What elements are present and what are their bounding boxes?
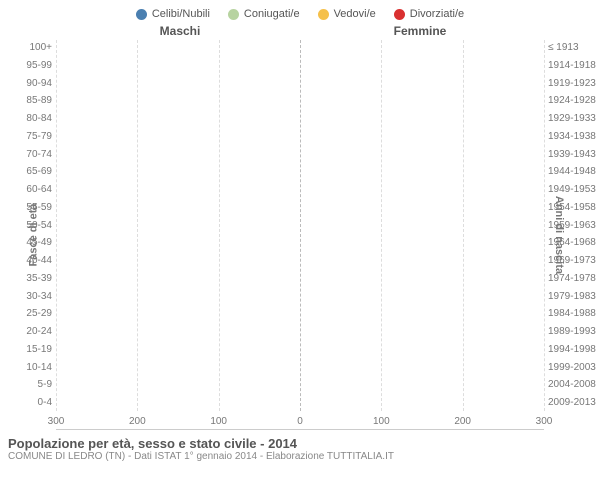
pyramid-row <box>56 358 544 376</box>
age-tick: 10-14 <box>0 362 56 373</box>
x-tick: 300 <box>48 416 65 427</box>
birth-tick: 1944-1948 <box>544 166 600 177</box>
pyramid-row <box>56 376 544 394</box>
legend-label: Celibi/Nubili <box>152 8 210 20</box>
legend-item: Celibi/Nubili <box>136 8 210 20</box>
plot: 3002001000100200300 <box>56 40 544 430</box>
age-tick: 90-94 <box>0 78 56 89</box>
pyramid-row <box>56 164 544 182</box>
footer-title: Popolazione per età, sesso e stato civil… <box>8 436 592 451</box>
birth-tick: 1924-1928 <box>544 95 600 106</box>
age-tick: 30-34 <box>0 291 56 302</box>
age-tick: 25-29 <box>0 308 56 319</box>
x-tick: 0 <box>297 416 303 427</box>
chart-area: Fasce di età Anni di nascita 100+ 95-99 90… <box>0 40 600 430</box>
birth-tick: 1919-1923 <box>544 78 600 89</box>
x-tick: 200 <box>129 416 146 427</box>
legend-item: Coniugati/e <box>228 8 300 20</box>
pyramid-row <box>56 287 544 305</box>
male-label: Maschi <box>60 24 300 38</box>
footer-subtitle: COMUNE DI LEDRO (TN) - Dati ISTAT 1° gen… <box>8 451 592 462</box>
pyramid-row <box>56 75 544 93</box>
age-tick: 5-9 <box>0 379 56 390</box>
pyramid-row <box>56 58 544 76</box>
legend-label: Vedovi/e <box>334 8 376 20</box>
age-tick: 20-24 <box>0 326 56 337</box>
x-tick: 100 <box>373 416 390 427</box>
x-tick: 100 <box>210 416 227 427</box>
pyramid-row <box>56 40 544 58</box>
x-tick: 300 <box>536 416 553 427</box>
age-tick: 15-19 <box>0 344 56 355</box>
x-tick: 200 <box>454 416 471 427</box>
birth-tick: 1934-1938 <box>544 131 600 142</box>
legend-item: Vedovi/e <box>318 8 376 20</box>
birth-tick: 1979-1983 <box>544 291 600 302</box>
pyramid-row <box>56 181 544 199</box>
birth-tick: 1949-1953 <box>544 184 600 195</box>
pyramid-row <box>56 305 544 323</box>
age-tick: 95-99 <box>0 60 56 71</box>
pyramid-row <box>56 340 544 358</box>
birth-tick: 1939-1943 <box>544 149 600 160</box>
legend-label: Divorziati/e <box>410 8 464 20</box>
age-tick: 75-79 <box>0 131 56 142</box>
legend-swatch <box>136 9 147 20</box>
legend-swatch <box>228 9 239 20</box>
age-tick: 100+ <box>0 42 56 53</box>
age-tick: 60-64 <box>0 184 56 195</box>
birth-tick: 1974-1978 <box>544 273 600 284</box>
y-right-title: Anni di nascita <box>553 196 565 274</box>
pyramid-row <box>56 393 544 411</box>
legend-swatch <box>318 9 329 20</box>
gender-labels: Maschi Femmine <box>0 24 600 40</box>
legend-item: Divorziati/e <box>394 8 464 20</box>
age-tick: 65-69 <box>0 166 56 177</box>
bars <box>56 40 544 411</box>
legend-swatch <box>394 9 405 20</box>
birth-tick: 1989-1993 <box>544 326 600 337</box>
legend: Celibi/Nubili Coniugati/e Vedovi/e Divorzia… <box>0 0 600 24</box>
pyramid-row <box>56 128 544 146</box>
birth-tick: 1929-1933 <box>544 113 600 124</box>
pyramid-row <box>56 234 544 252</box>
pyramid-row <box>56 199 544 217</box>
pyramid-row <box>56 146 544 164</box>
legend-label: Coniugati/e <box>244 8 300 20</box>
age-tick: 0-4 <box>0 397 56 408</box>
birth-tick: 1994-1998 <box>544 344 600 355</box>
birth-tick: 1984-1988 <box>544 308 600 319</box>
pyramid-row <box>56 270 544 288</box>
female-label: Femmine <box>300 24 540 38</box>
footer: Popolazione per età, sesso e stato civil… <box>0 430 600 462</box>
age-tick: 70-74 <box>0 149 56 160</box>
birth-tick: 2004-2008 <box>544 379 600 390</box>
birth-tick: 1999-2003 <box>544 362 600 373</box>
x-axis: 3002001000100200300 <box>56 411 544 429</box>
pyramid-row <box>56 217 544 235</box>
age-tick: 35-39 <box>0 273 56 284</box>
y-left-title: Fasce di età <box>27 204 39 267</box>
birth-tick: 2009-2013 <box>544 397 600 408</box>
age-tick: 80-84 <box>0 113 56 124</box>
pyramid-row <box>56 323 544 341</box>
birth-tick: 1914-1918 <box>544 60 600 71</box>
pyramid-row <box>56 252 544 270</box>
pyramid-row <box>56 111 544 129</box>
birth-tick: ≤ 1913 <box>544 42 600 53</box>
pyramid-row <box>56 93 544 111</box>
age-tick: 85-89 <box>0 95 56 106</box>
